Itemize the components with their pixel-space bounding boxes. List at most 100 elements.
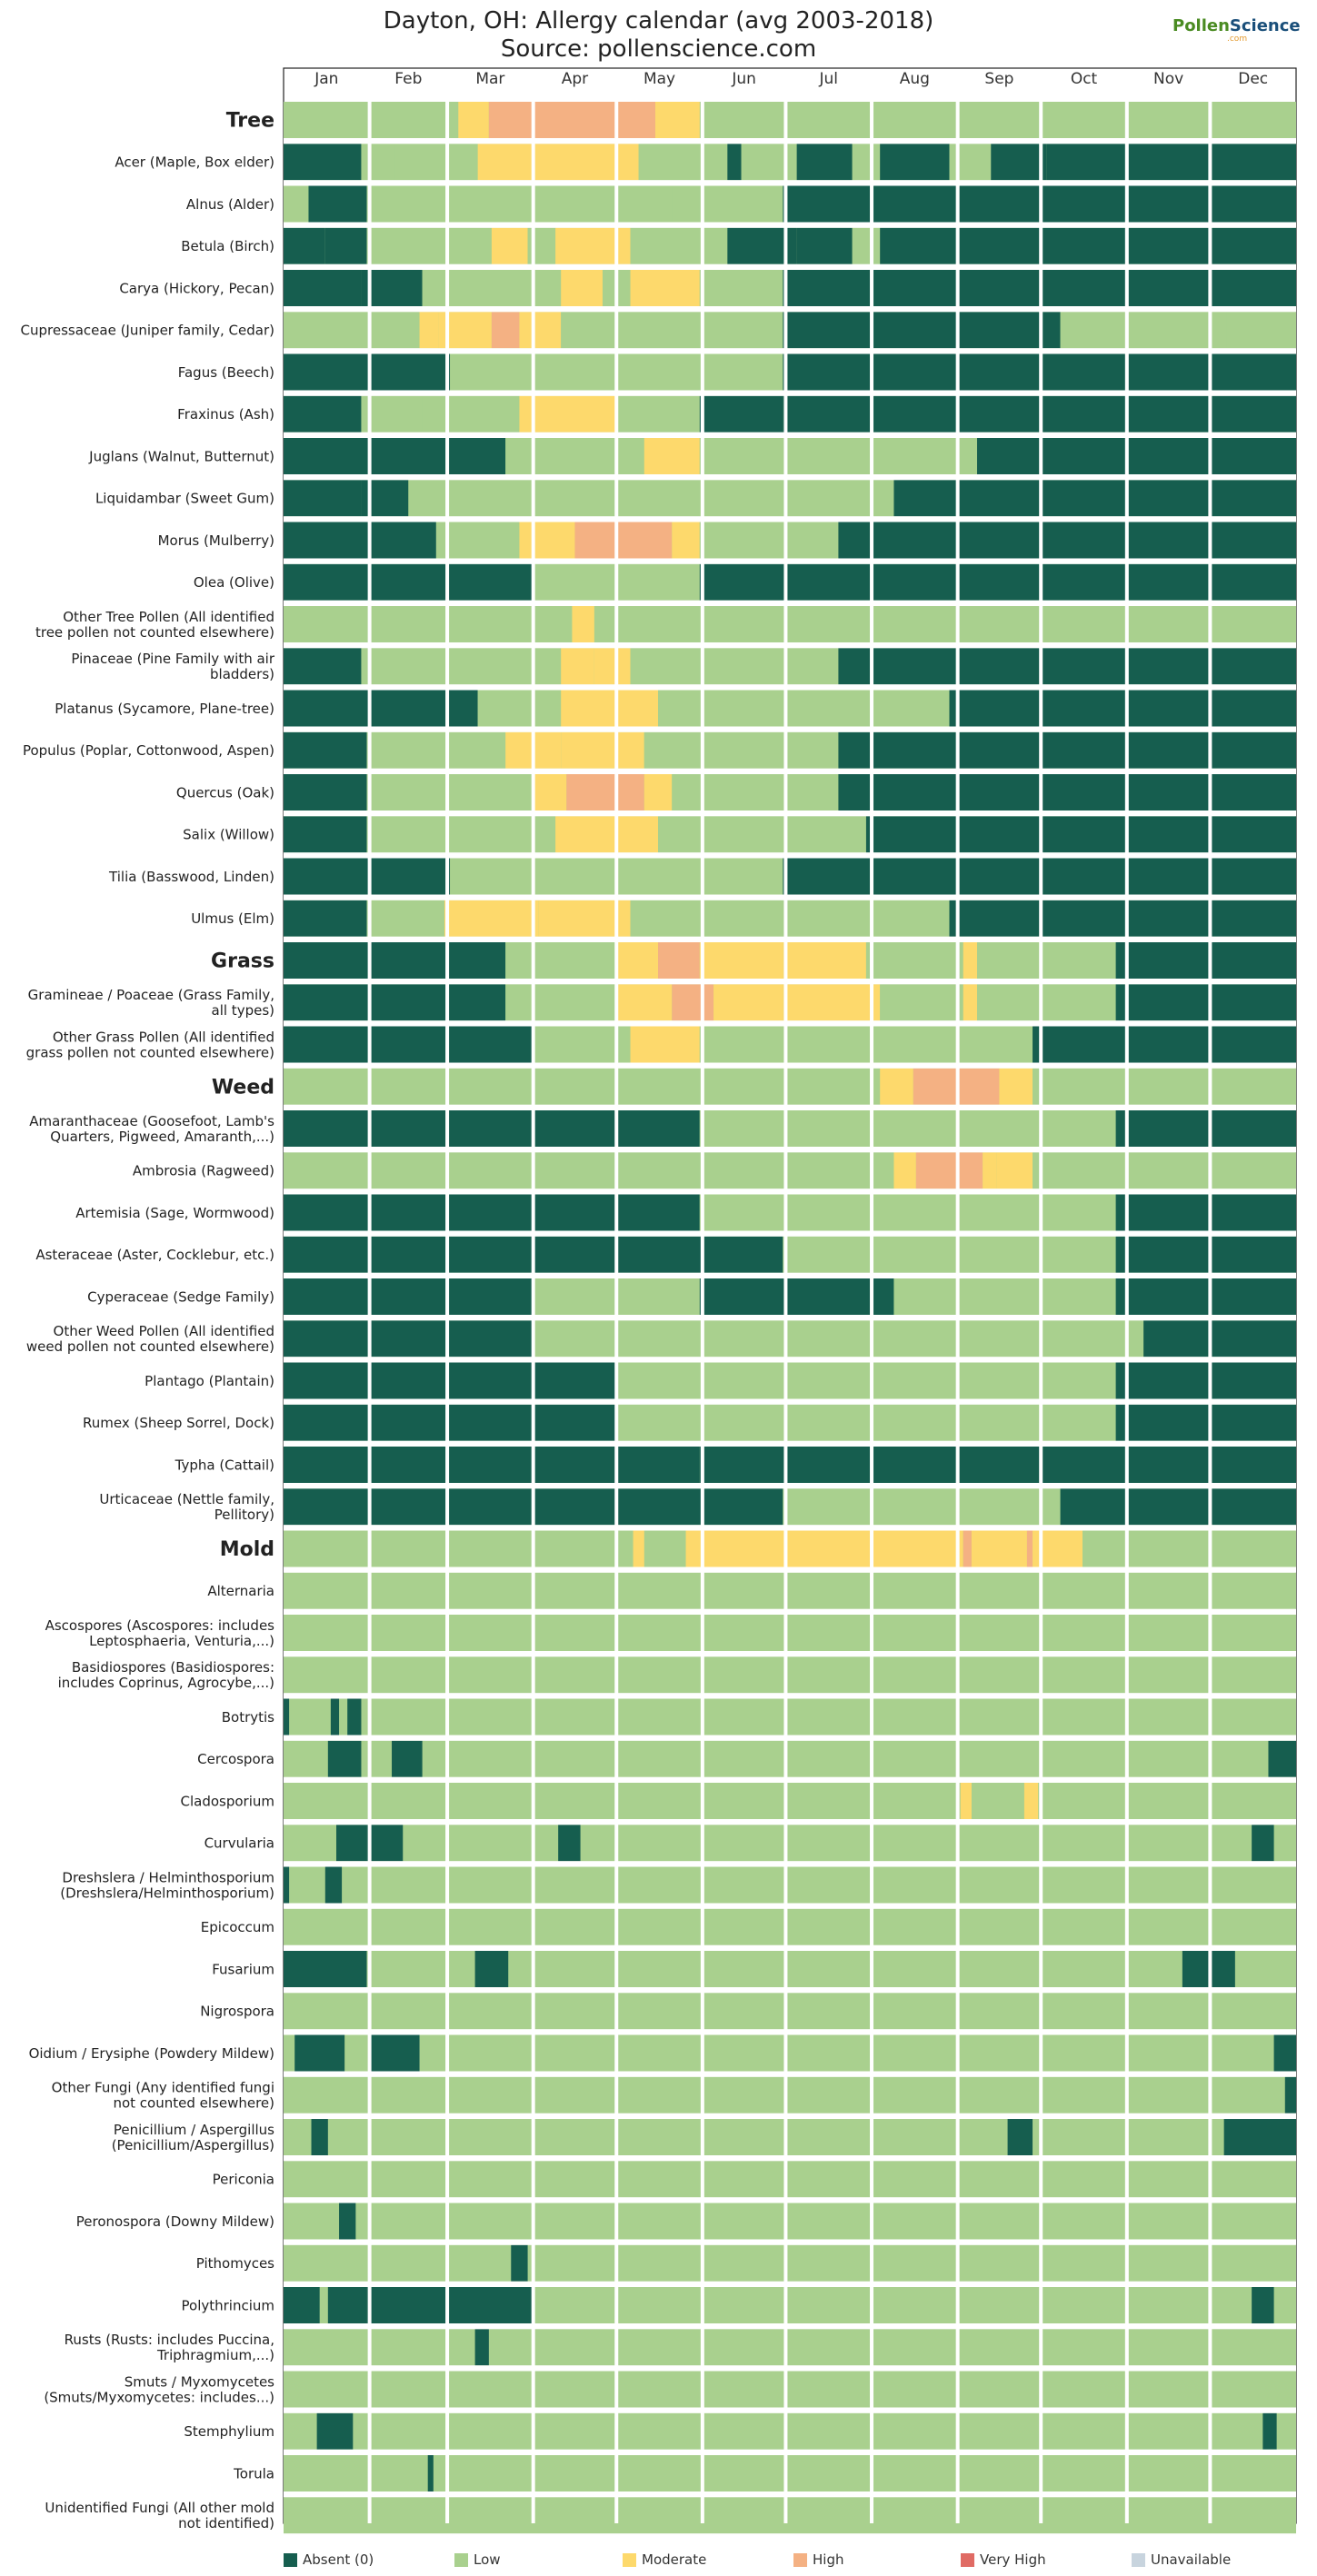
- cell-absent: [474, 1951, 509, 1987]
- cell-absent: [880, 227, 950, 264]
- row-label: (Dreshslera/Helminthosporium): [60, 1885, 274, 1901]
- cell-absent: [699, 1447, 1296, 1483]
- cell-low: [422, 395, 520, 433]
- row-separator: [284, 180, 1296, 186]
- month-label: Jun: [731, 70, 756, 88]
- row-separator: [284, 726, 1296, 732]
- cell-absent: [335, 1825, 367, 1862]
- cell-low: [284, 1572, 1296, 1609]
- row-separator: [284, 474, 1296, 481]
- legend-swatch: [284, 2552, 297, 2567]
- row-label: Pithomyces: [196, 2255, 274, 2272]
- cell-absent: [284, 2287, 320, 2323]
- cell-low: [366, 1951, 1296, 1987]
- cell-absent: [284, 353, 451, 391]
- cell-moderate: [561, 731, 644, 769]
- month-label: Jul: [818, 70, 838, 88]
- cell-low: [644, 731, 839, 769]
- row-label: Basidiospores (Basidiospores:: [72, 1659, 274, 1676]
- cell-high: [574, 522, 631, 559]
- cell-moderate: [880, 1068, 913, 1105]
- cell-absent: [1115, 1194, 1296, 1231]
- cell-absent: [284, 942, 506, 979]
- row-label: Cyperaceae (Sedge Family): [87, 1288, 274, 1305]
- cell-absent: [1262, 2412, 1277, 2450]
- row-label: Pellitory): [215, 1507, 274, 1523]
- cell-absent: [324, 1866, 343, 1904]
- row-label: Leptosphaeria, Venturia,...): [89, 1633, 274, 1649]
- cell-low: [672, 774, 839, 811]
- cell-low: [533, 480, 783, 517]
- row-separator: [284, 2323, 1296, 2330]
- cell-low: [977, 942, 1116, 979]
- row-label: Nigrospora: [200, 2004, 274, 2020]
- row-label: Other Grass Pollen (All identified: [53, 1029, 274, 1045]
- category-header-label: Weed: [212, 1076, 274, 1099]
- cell-absent: [284, 774, 367, 811]
- legend-label: High: [813, 2551, 844, 2568]
- cell-low: [533, 1320, 1144, 1358]
- row-separator: [284, 516, 1296, 522]
- row-label: Other Fungi (Any identified fungi: [52, 2080, 274, 2096]
- row-separator: [284, 138, 1296, 144]
- cell-low: [284, 312, 367, 349]
- row-label: Gramineae / Poaceae (Grass Family,: [28, 987, 274, 1003]
- cell-low: [284, 606, 1296, 642]
- cell-absent: [949, 900, 1296, 937]
- legend-swatch: [623, 2552, 636, 2567]
- legend-label: Moderate: [642, 2551, 707, 2568]
- row-separator: [284, 600, 1296, 606]
- cell-absent: [699, 563, 1296, 601]
- cell-absent: [284, 1362, 617, 1399]
- row-label: Rumex (Sheep Sorrel, Dock): [83, 1415, 274, 1431]
- cell-moderate: [672, 522, 700, 559]
- row-separator: [284, 1357, 1296, 1363]
- cell-absent: [977, 438, 1296, 474]
- row-separator: [284, 1566, 1296, 1573]
- cell-low: [977, 984, 1116, 1021]
- cell-low: [852, 144, 881, 181]
- cell-absent: [327, 2287, 367, 2323]
- cell-absent: [284, 1278, 534, 1315]
- legend-item: Moderate: [623, 2551, 706, 2568]
- cell-low: [284, 2161, 1296, 2198]
- cell-absent: [284, 1698, 290, 1736]
- month-label: May: [644, 70, 675, 88]
- cell-low: [284, 2244, 1296, 2282]
- cell-absent: [284, 1320, 534, 1358]
- cell-absent: [838, 731, 1296, 769]
- cell-absent: [347, 1698, 362, 1736]
- row-label: Stemphylium: [184, 2423, 274, 2440]
- cell-moderate: [561, 648, 594, 685]
- cell-low: [435, 522, 520, 559]
- cell-low: [284, 1866, 1296, 1904]
- cell-absent: [893, 480, 1296, 517]
- cell-absent: [284, 816, 367, 853]
- cell-absent: [284, 1951, 367, 1987]
- row-separator: [284, 1272, 1296, 1278]
- row-label: Cupressaceae (Juniper family, Cedar): [21, 323, 274, 339]
- cell-absent: [392, 1740, 423, 1777]
- cell-absent: [284, 438, 506, 474]
- row-separator: [284, 2281, 1296, 2287]
- cell-low: [284, 1656, 1296, 1694]
- cell-low: [699, 353, 783, 391]
- cell-low: [284, 2076, 1296, 2114]
- cell-low: [949, 144, 992, 181]
- cell-low: [616, 1362, 1116, 1399]
- row-label: Torula: [233, 2465, 274, 2482]
- cell-low: [505, 942, 617, 979]
- cell-absent: [1273, 2034, 1296, 2072]
- cell-absent: [783, 312, 950, 349]
- row-separator: [284, 1944, 1296, 1951]
- cell-low: [865, 942, 963, 979]
- row-separator: [284, 1398, 1296, 1405]
- cell-absent: [284, 1447, 700, 1483]
- month-label: Sep: [984, 70, 1013, 88]
- cell-absent: [1007, 2119, 1033, 2155]
- row-separator: [284, 936, 1296, 942]
- row-separator: [284, 2113, 1296, 2119]
- cell-absent: [699, 395, 783, 433]
- cell-absent: [324, 227, 367, 264]
- cell-low: [284, 1615, 1296, 1651]
